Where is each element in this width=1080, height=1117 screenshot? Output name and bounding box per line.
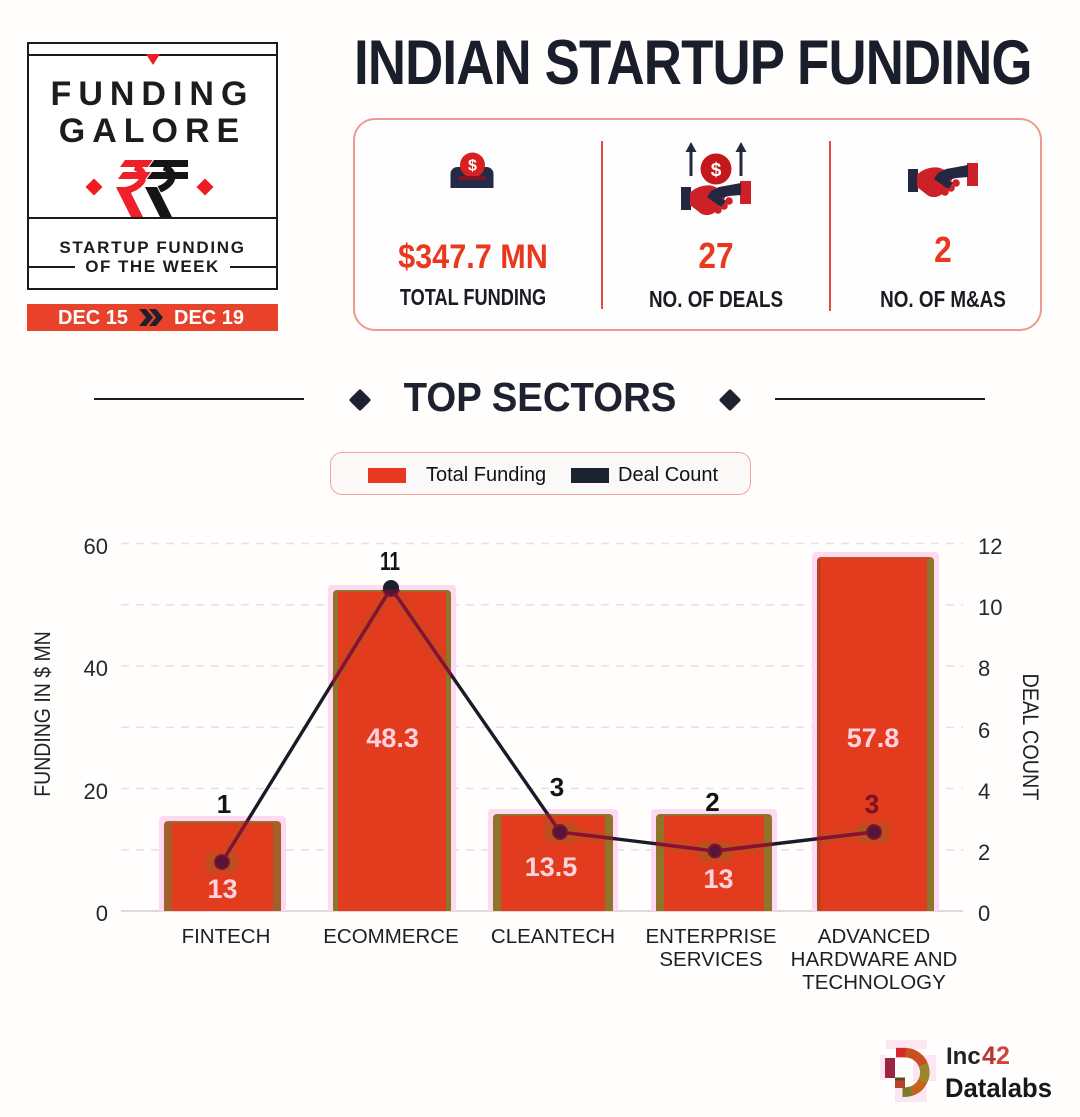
svg-text:$: $	[711, 160, 722, 181]
svg-text:Inc: Inc	[946, 1043, 981, 1070]
svg-text:1: 1	[217, 789, 231, 819]
svg-text:3: 3	[865, 789, 879, 819]
svg-text:4: 4	[982, 1042, 996, 1070]
svg-text:2: 2	[705, 787, 719, 817]
svg-text:11: 11	[380, 546, 400, 576]
svg-text:2: 2	[996, 1042, 1010, 1070]
svg-text:3: 3	[865, 789, 879, 819]
svg-text:Datalabs: Datalabs	[945, 1073, 1052, 1102]
svg-text:3: 3	[550, 772, 564, 802]
svg-text:$: $	[468, 158, 477, 175]
